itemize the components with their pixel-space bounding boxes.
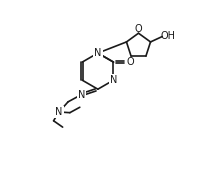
- Text: N: N: [55, 107, 63, 117]
- Text: OH: OH: [160, 31, 175, 41]
- Text: O: O: [126, 57, 134, 67]
- Text: N: N: [110, 75, 117, 85]
- Text: N: N: [78, 90, 85, 100]
- Text: N: N: [94, 48, 101, 58]
- Text: O: O: [135, 24, 142, 34]
